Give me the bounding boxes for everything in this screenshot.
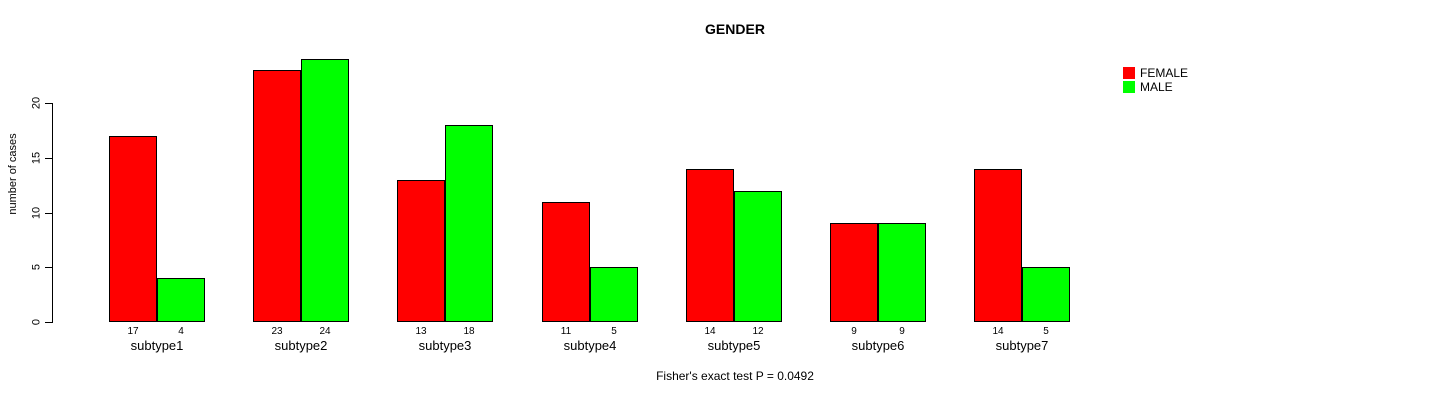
y-tick [45, 322, 52, 323]
bar-male-subtype3 [445, 125, 493, 322]
bar-value-label: 17 [127, 326, 139, 337]
bar-male-subtype6 [878, 223, 926, 322]
x-category-label: subtype6 [851, 338, 905, 353]
bar-value-label: 9 [899, 326, 905, 337]
x-category-label: subtype7 [995, 338, 1049, 353]
bar-value-label: 5 [1043, 326, 1049, 337]
chart-title: GENDER [705, 21, 765, 37]
legend-swatch [1123, 67, 1135, 79]
bar-male-subtype5 [734, 191, 782, 322]
bar-value-label: 9 [851, 326, 857, 337]
bar-female-subtype4 [542, 202, 590, 322]
bar-value-label: 12 [752, 326, 764, 337]
bar-female-subtype6 [830, 223, 878, 322]
y-tick-label: 5 [30, 263, 43, 271]
y-axis-line [52, 103, 53, 323]
bar-value-label: 5 [611, 326, 617, 337]
bar-value-label: 24 [319, 326, 331, 337]
bar-value-label: 14 [704, 326, 716, 337]
y-tick-label: 10 [30, 206, 43, 220]
x-category-label: subtype1 [130, 338, 184, 353]
caption: Fisher's exact test P = 0.0492 [656, 369, 814, 383]
bar-female-subtype3 [397, 180, 445, 322]
y-tick [45, 267, 52, 268]
legend-label: FEMALE [1140, 66, 1189, 80]
y-tick-label: 15 [30, 151, 43, 165]
bar-value-label: 11 [560, 326, 572, 337]
y-tick-label: 0 [30, 318, 43, 326]
y-tick [45, 158, 52, 159]
y-tick [45, 213, 52, 214]
bar-male-subtype1 [157, 278, 205, 322]
bar-male-subtype4 [590, 267, 638, 322]
bar-female-subtype2 [253, 70, 301, 322]
bar-male-subtype2 [301, 59, 349, 322]
x-category-label: subtype5 [707, 338, 761, 353]
bar-value-label: 13 [415, 326, 427, 337]
legend-item-male: MALE [1123, 81, 1188, 93]
bar-male-subtype7 [1022, 267, 1070, 322]
bar-female-subtype1 [109, 136, 157, 322]
legend-item-female: FEMALE [1123, 67, 1188, 79]
y-tick [45, 103, 52, 104]
x-category-label: subtype2 [274, 338, 328, 353]
bar-female-subtype5 [686, 169, 734, 322]
legend: FEMALE MALE [1123, 67, 1188, 95]
legend-swatch [1123, 81, 1135, 93]
bar-value-label: 23 [271, 326, 283, 337]
y-tick-label: 20 [30, 96, 43, 110]
bar-value-label: 14 [992, 326, 1004, 337]
bar-value-label: 4 [178, 326, 184, 337]
x-category-label: subtype4 [563, 338, 617, 353]
bar-value-label: 18 [463, 326, 475, 337]
x-category-label: subtype3 [418, 338, 472, 353]
bar-female-subtype7 [974, 169, 1022, 322]
legend-label: MALE [1140, 80, 1173, 94]
